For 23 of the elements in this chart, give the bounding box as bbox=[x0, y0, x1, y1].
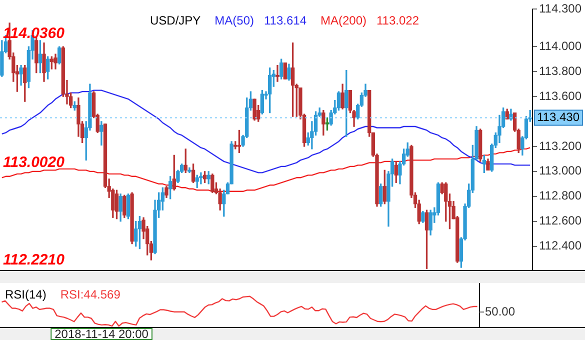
chart-title: RSI(14) bbox=[5, 287, 46, 302]
y-tick-label: 113.000 bbox=[539, 164, 582, 178]
candlestick bbox=[199, 172, 203, 184]
y-tick-label: 114.300 bbox=[539, 2, 582, 16]
y-tick-label: 112.400 bbox=[539, 238, 582, 253]
y-tick-label: 113.200 bbox=[539, 138, 582, 153]
text: 2018-11-14 20:00 bbox=[54, 326, 149, 340]
y-tick-label: 113.800 bbox=[539, 64, 582, 78]
y-tick-label: 113.600 bbox=[539, 88, 582, 103]
series-label: RSI:44.569 bbox=[60, 287, 121, 302]
y-tick-label: 112.800 bbox=[539, 188, 582, 203]
text: MA(200) bbox=[320, 14, 367, 28]
chart-title: USD/JPY bbox=[150, 14, 201, 28]
y-tick-label: 112.600 bbox=[539, 214, 582, 228]
candlestick bbox=[276, 65, 280, 82]
y-tick-label: 114.000 bbox=[539, 38, 582, 53]
text: 50.00 bbox=[485, 304, 516, 318]
annotation: 113.614 bbox=[264, 14, 307, 28]
annotation: 112.2210 bbox=[3, 252, 66, 269]
annotation: 113.0020 bbox=[3, 154, 66, 171]
annotation: 113.022 bbox=[376, 14, 420, 28]
ref-line-label: 113.430 bbox=[537, 110, 580, 124]
text: MA(50) bbox=[214, 14, 254, 28]
